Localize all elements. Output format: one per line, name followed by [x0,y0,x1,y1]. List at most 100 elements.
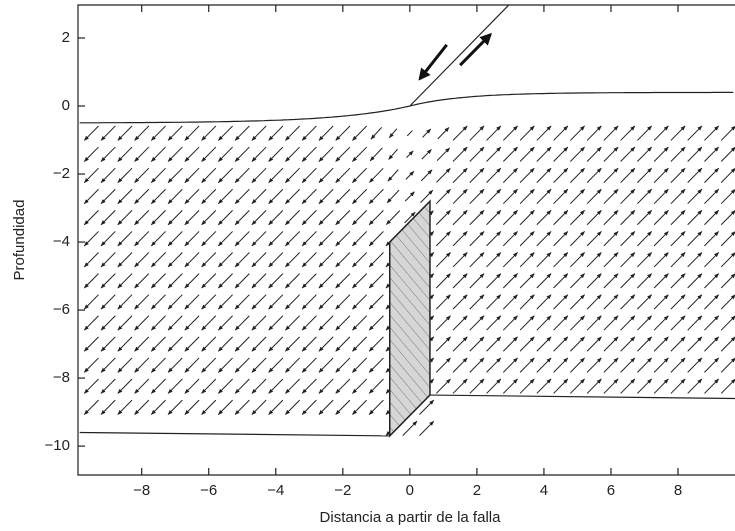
displacement-arrow [83,125,99,141]
displacement-arrow [218,188,233,205]
displacement-arrow [452,125,468,141]
displacement-arrow [167,231,183,247]
displacement-arrow [201,378,217,394]
displacement-arrow [586,209,602,226]
x-tick-label: 6 [607,482,615,499]
displacement-arrow [620,252,636,268]
displacement-arrow [268,188,284,205]
displacement-arrow [536,209,552,226]
displacement-arrow [117,146,133,162]
displacement-arrow [167,252,183,268]
displacement-arrow [100,167,116,183]
displacement-arrow [83,336,99,352]
displacement-arrow [536,125,552,141]
displacement-arrow [435,209,451,226]
x-tick-label: −6 [200,482,217,499]
displacement-arrow [301,273,317,289]
displacement-arrow [352,273,368,289]
displacement-arrow [285,146,300,162]
displacement-arrow [218,378,233,394]
displacement-arrow [117,252,133,268]
displacement-arrow [251,294,267,310]
displacement-arrow [134,125,150,141]
displacement-arrow [335,252,351,268]
displacement-arrow [435,252,451,268]
displacement-arrow [452,209,468,226]
displacement-arrow [486,188,502,205]
displacement-arrow [234,146,250,162]
displacement-arrow [352,231,368,247]
displacement-arrow [435,294,451,310]
displacement-arrow [670,209,686,226]
displacement-arrow [435,378,451,394]
displacement-arrow [352,357,368,373]
displacement-arrow [285,273,300,289]
displacement-arrow [218,209,233,226]
displacement-arrow [251,252,267,268]
displacement-arrow [720,336,735,352]
displacement-arrow [519,146,535,162]
displacement-arrow [268,209,284,226]
displacement-arrow [452,273,468,289]
frame [77,4,735,476]
displacement-arrow [301,146,317,162]
displacement-arrow [720,252,735,268]
displacement-arrow [352,336,368,352]
slip-arrow [459,32,492,67]
displacement-arrow [318,399,334,415]
displacement-arrow [687,125,703,141]
displacement-arrow [167,167,183,183]
displacement-arrow [486,167,502,183]
displacement-arrow [218,357,233,373]
displacement-arrow [653,273,669,289]
displacement-arrow [134,357,150,373]
displacement-arrow [184,336,200,352]
displacement-arrow [335,188,351,205]
displacement-arrow [720,231,735,247]
displacement-arrow [687,336,703,352]
displacement-arrow [117,315,133,331]
displacement-arrow [352,188,368,205]
displacement-arrow [268,336,284,352]
displacement-arrow [436,147,450,161]
displacement-arrow [519,336,535,352]
displacement-arrow [184,125,200,141]
x-tick-label: −2 [334,482,351,499]
displacement-arrow [234,294,250,310]
displacement-arrow [720,357,735,373]
displacement-arrow [569,125,585,141]
displacement-arrow [603,167,619,183]
displacement-arrow [435,336,451,352]
displacement-arrow [569,252,585,268]
displacement-arrow [620,209,636,226]
displacement-arrow [469,336,485,352]
displacement-arrow [586,273,602,289]
displacement-arrow [553,294,569,310]
displacement-arrow [150,167,166,183]
slip-arrow [418,43,448,81]
displacement-arrow [150,188,166,205]
displacement-arrow [603,125,619,141]
displacement-arrow [318,209,334,226]
displacement-arrow [184,146,200,162]
displacement-arrow [637,336,652,352]
displacement-arrow [318,252,334,268]
x-tick-label: −4 [267,482,284,499]
displacement-arrow [368,294,384,310]
displacement-arrow [586,378,602,394]
displacement-arrow [486,273,502,289]
displacement-arrow [586,231,602,247]
displacement-arrow [201,209,217,226]
displacement-arrow [720,378,735,394]
displacement-arrow [569,378,585,394]
displacement-arrow [83,357,99,373]
displacement-arrow [720,315,735,331]
displacement-arrow [268,167,284,183]
displacement-arrow [569,336,585,352]
displacement-arrow [603,231,619,247]
displacement-arrow [720,125,735,141]
displacement-arrow [117,167,133,183]
displacement-arrow [368,378,384,394]
displacement-arrow [285,125,300,141]
displacement-arrow [184,231,200,247]
